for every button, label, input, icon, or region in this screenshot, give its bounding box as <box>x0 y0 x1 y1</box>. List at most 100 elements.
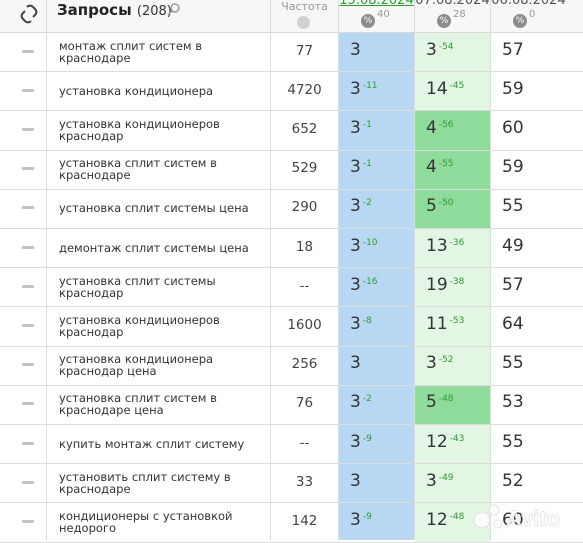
date-label[interactable]: 06.08.2024 <box>491 0 566 8</box>
table-row[interactable]: установка сплит систем в краснодаре 529 3-… <box>0 150 583 190</box>
position-value: 19 -38 <box>426 275 464 295</box>
position-value: 3 -9 <box>350 510 372 530</box>
percent-icon[interactable]: % <box>513 14 527 28</box>
minus-icon[interactable] <box>22 519 34 523</box>
link-icon[interactable] <box>18 2 40 26</box>
minus-icon[interactable] <box>22 323 34 327</box>
row-divider <box>0 541 583 543</box>
table-row[interactable]: демонтаж сплит системы цена 18 3 -10 13 -36 49 <box>0 228 583 269</box>
frequency-value: 290 <box>291 199 318 216</box>
position-value: 3 -1 <box>350 118 372 138</box>
column-divider <box>490 0 491 540</box>
position-value: 11 -53 <box>426 314 464 334</box>
position-value: 14 -45 <box>426 79 464 99</box>
keyword-text[interactable]: установка сплит системы краснодар <box>59 273 216 300</box>
position-number: 64 <box>502 313 524 334</box>
keyword-text[interactable]: кондиционеры с установкой недорого <box>59 508 233 535</box>
row-divider <box>0 463 583 465</box>
position-number: 3 <box>350 509 361 530</box>
keyword-text[interactable]: установить сплит систему в краснодаре <box>59 469 231 496</box>
table-row[interactable]: установка сплит систем в краснодаре цена… <box>0 385 583 425</box>
position-delta: -2 <box>362 198 372 209</box>
minus-icon[interactable] <box>22 88 34 92</box>
position-delta: -56 <box>438 119 454 130</box>
position-number: 5 <box>426 196 437 217</box>
minus-icon[interactable] <box>22 363 34 367</box>
table-row[interactable]: установить сплит систему в краснодаре 33 3… <box>0 463 583 504</box>
minus-icon[interactable] <box>22 245 34 249</box>
date-column-header[interactable]: 15.08.2024% 40 <box>339 0 414 32</box>
position-value: 57 <box>502 275 524 295</box>
position-value: 3 -8 <box>350 314 372 334</box>
position-highlight <box>415 307 490 346</box>
position-number: 3 <box>350 392 361 413</box>
table-row[interactable]: установка кондиционеров краснодар 1600 3 -8… <box>0 306 583 347</box>
date-count: 28 <box>453 9 466 20</box>
position-value: 60 <box>502 510 524 530</box>
table-row[interactable]: установка кондиционеров краснодар 652 3 -1 4… <box>0 110 583 151</box>
table-row[interactable]: монтаж сплит систем в краснодаре 77 3 3 -54 5… <box>0 32 583 73</box>
position-number: 4 <box>426 117 437 138</box>
position-delta: -50 <box>438 198 454 209</box>
minus-icon[interactable] <box>22 480 34 484</box>
table-row[interactable]: установка сплит системы краснодар -- 3 -16 1… <box>0 267 583 308</box>
keyword-text[interactable]: установка кондиционера <box>59 83 214 98</box>
position-value: 3 -2 <box>350 196 372 216</box>
position-delta: -55 <box>438 159 454 170</box>
frequency-header[interactable]: Частота <box>281 0 328 13</box>
keyword-text[interactable]: установка кондиционера краснодар цена <box>59 352 214 379</box>
percent-icon[interactable]: % <box>437 14 451 28</box>
position-value: 3 <box>350 471 361 491</box>
keyword-text[interactable]: установка кондиционеров краснодар <box>59 312 220 339</box>
page-title: Запросы (208) <box>57 1 172 19</box>
keyword-text[interactable]: купить монтаж сплит систему <box>59 436 245 451</box>
date-label[interactable]: 15.08.2024 <box>339 0 414 8</box>
minus-icon[interactable] <box>22 402 34 406</box>
position-highlight <box>415 346 490 385</box>
frequency-value: 4720 <box>287 81 322 98</box>
keyword-text[interactable]: установка кондиционеров краснодар <box>59 116 220 143</box>
position-value: 57 <box>502 40 524 60</box>
position-delta: -1 <box>362 119 372 130</box>
search-icon[interactable] <box>167 2 181 16</box>
date-column-header[interactable]: 07.08.2024% 28 <box>415 0 490 32</box>
position-highlight <box>415 189 490 228</box>
position-number: 13 <box>426 235 448 256</box>
table-row[interactable]: купить монтаж сплит систему -- 3 -9 12 -43 55 <box>0 424 583 465</box>
date-column-header[interactable]: 06.08.2024% 0 <box>491 0 566 32</box>
minus-icon[interactable] <box>22 127 34 131</box>
position-number: 49 <box>502 235 524 256</box>
position-number: 60 <box>502 509 524 530</box>
position-number: 3 <box>350 353 361 374</box>
position-value: 49 <box>502 236 524 256</box>
frequency-value: 77 <box>295 42 314 59</box>
keyword-text[interactable]: установка сплит систем в краснодаре <box>59 156 217 183</box>
position-number: 3 <box>426 39 437 60</box>
table-row[interactable]: установка сплит системы цена 290 3 -2 5 -50 55 <box>0 189 583 229</box>
date-label[interactable]: 07.08.2024 <box>415 0 490 8</box>
position-value: 13 -36 <box>426 236 464 256</box>
minus-icon[interactable] <box>22 284 34 288</box>
position-delta: -9 <box>362 433 372 444</box>
globe-icon[interactable] <box>297 16 310 29</box>
position-number: 52 <box>502 470 524 491</box>
row-divider <box>0 384 583 386</box>
position-value: 3 -49 <box>426 471 454 491</box>
table-row[interactable]: установка кондиционера краснодар цена 256… <box>0 346 583 386</box>
position-value: 12 -43 <box>426 432 464 452</box>
keyword-text[interactable]: установка сплит системы цена <box>59 201 249 216</box>
keyword-text[interactable]: демонтаж сплит системы цена <box>59 240 249 255</box>
minus-icon[interactable] <box>22 167 34 171</box>
row-divider <box>0 502 583 504</box>
minus-icon[interactable] <box>22 206 34 210</box>
minus-icon[interactable] <box>22 441 34 445</box>
keyword-text[interactable]: установка сплит систем в краснодаре цена <box>59 391 217 418</box>
percent-icon[interactable]: % <box>361 14 375 28</box>
position-value: 3 -1 <box>350 157 372 177</box>
position-number: 3 <box>350 196 361 217</box>
position-number: 3 <box>350 274 361 295</box>
position-number: 3 <box>350 78 361 99</box>
keyword-text[interactable]: монтаж сплит систем в краснодаре <box>59 38 203 65</box>
minus-icon[interactable] <box>22 49 34 53</box>
table-row[interactable]: установка кондиционера 4720 3 -11 14 -45 59 <box>0 71 583 112</box>
